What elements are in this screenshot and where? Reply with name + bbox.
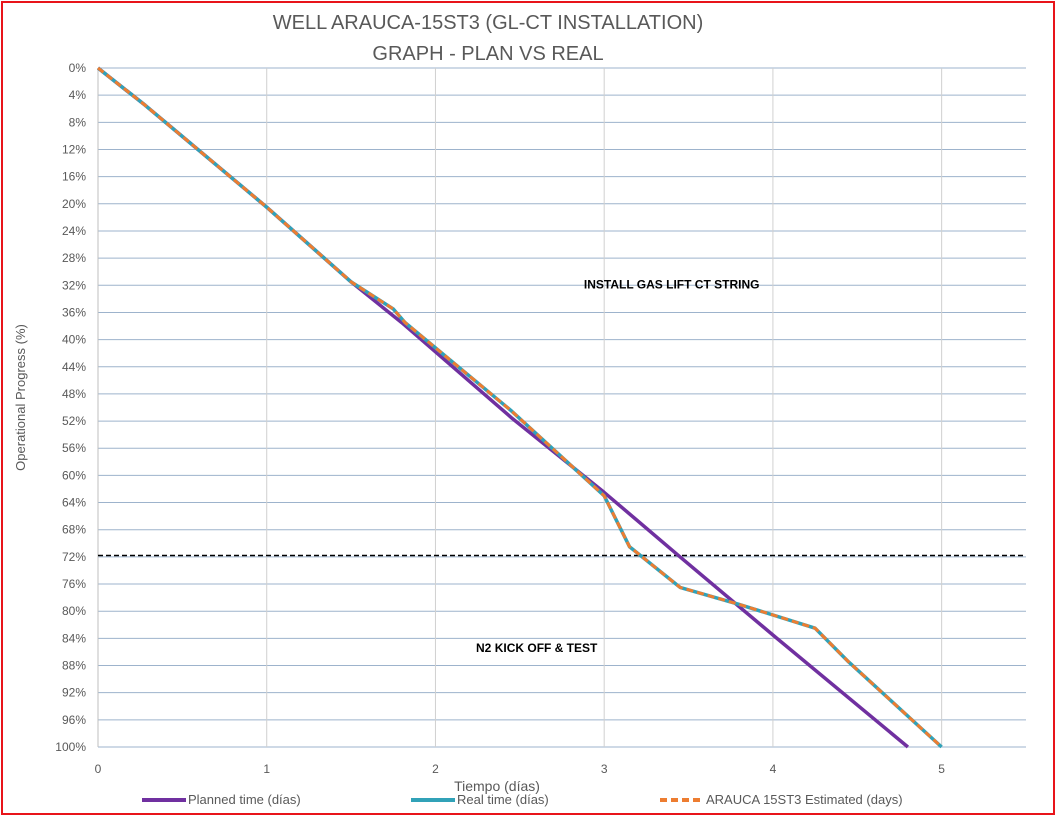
y-tick-label: 32%	[62, 278, 86, 292]
y-tick-label: 88%	[62, 659, 86, 673]
y-tick-label: 16%	[62, 170, 86, 184]
y-tick-label: 0%	[69, 61, 87, 75]
x-tick-label: 0	[95, 762, 102, 776]
y-axis-label: Operational Progress (%)	[13, 324, 28, 471]
y-tick-label: 68%	[62, 523, 86, 537]
y-tick-label: 8%	[69, 115, 87, 129]
y-tick-label: 100%	[55, 740, 86, 754]
y-tick-label: 36%	[62, 305, 86, 319]
y-tick-label: 48%	[62, 387, 86, 401]
y-tick-label: 40%	[62, 333, 86, 347]
y-tick-label: 80%	[62, 604, 86, 618]
legend-swatch-estimated	[660, 797, 704, 802]
y-tick-label: 4%	[69, 88, 87, 102]
x-tick-label: 1	[263, 762, 270, 776]
series-line-2	[97, 66, 943, 749]
y-tick-label: 92%	[62, 686, 86, 700]
chart-subtitle: GRAPH - PLAN VS REAL	[372, 43, 604, 65]
chart-title: WELL ARAUCA-15ST3 (GL-CT INSTALLATION)	[272, 12, 704, 34]
legend-label-estimated: ARAUCA 15ST3 Estimated (days)	[706, 792, 903, 807]
y-tick-label: 56%	[62, 441, 86, 455]
x-tick-label: 4	[770, 762, 777, 776]
y-tick-label: 60%	[62, 468, 86, 482]
y-tick-label: 24%	[62, 224, 86, 238]
x-tick-label: 3	[601, 762, 608, 776]
y-tick-label: 72%	[62, 550, 86, 564]
y-tick-label: 12%	[62, 142, 86, 156]
annotation-label-0: INSTALL GAS LIFT CT STRING	[584, 278, 760, 292]
legend-item-estimated: ARAUCA 15ST3 Estimated (days)	[660, 792, 903, 807]
y-tick-label: 84%	[62, 631, 86, 645]
y-tick-label: 44%	[62, 360, 86, 374]
legend-swatch-planned	[142, 797, 186, 802]
legend-label-planned: Planned time (días)	[188, 792, 301, 807]
x-axis-label: Tiempo (días)	[454, 778, 540, 794]
x-tick-label: 5	[938, 762, 945, 776]
legend-label-real: Real time (días)	[457, 792, 549, 807]
x-tick-label: 2	[432, 762, 439, 776]
legend-item-real: Real time (días)	[411, 792, 549, 807]
y-tick-label: 52%	[62, 414, 86, 428]
y-tick-label: 76%	[62, 577, 86, 591]
y-tick-label: 20%	[62, 197, 86, 211]
y-tick-label: 96%	[62, 713, 86, 727]
legend-item-planned: Planned time (días)	[142, 792, 301, 807]
legend-swatch-real	[411, 797, 455, 802]
y-tick-label: 64%	[62, 496, 86, 510]
chart-legend: Planned time (días) Real time (días) ARA…	[0, 792, 1056, 812]
y-tick-label: 28%	[62, 251, 86, 265]
annotation-label-1: N2 KICK OFF & TEST	[476, 641, 598, 655]
